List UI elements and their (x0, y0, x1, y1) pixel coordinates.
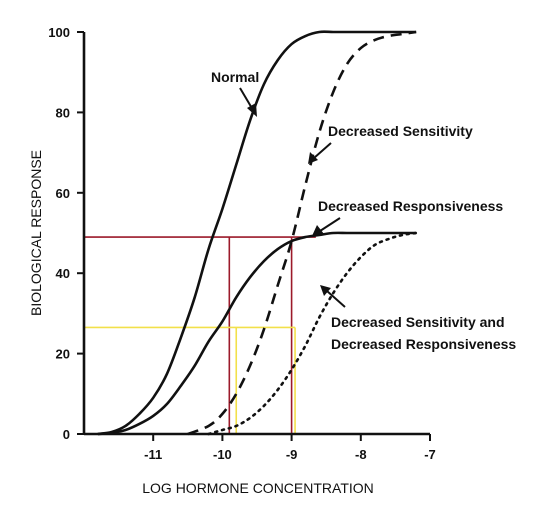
series-line-0 (97, 30, 417, 436)
x-axis-title: LOG HORMONE CONCENTRATION (142, 480, 374, 496)
series-layer (97, 30, 418, 436)
series-line-1 (187, 30, 417, 436)
annotation-normal-arrowhead (247, 103, 257, 117)
annotation-decreased-sensitivity: Decreased Sensitivity (328, 123, 473, 139)
y-tick-label-5: 100 (48, 25, 70, 40)
annotation-decreased-responsiveness-arrowhead (312, 225, 324, 236)
x-tick-label-4: -7 (424, 447, 436, 462)
x-tick-label-1: -10 (213, 447, 232, 462)
annotation-decreased-both-arrow (326, 290, 346, 308)
series-line-3 (207, 231, 418, 436)
y-tick-label-0: 0 (63, 427, 70, 442)
ticks: -11 -10 -9 -8 -7 0 20 40 60 80 100 (48, 25, 435, 462)
annotation-normal: Normal (211, 69, 259, 85)
axes (82, 32, 430, 436)
reference-lines (84, 236, 316, 434)
series-line-2 (97, 231, 417, 436)
annotation-decreased-both-arrowhead (320, 285, 331, 296)
x-tick-label-3: -8 (355, 447, 367, 462)
annotation-decreased-sensitivity-arrowhead (308, 152, 318, 164)
x-tick-label-0: -11 (144, 447, 162, 462)
y-axis-title: BIOLOGICAL RESPONSE (28, 150, 44, 316)
y-tick-label-1: 20 (56, 347, 70, 362)
annotation-decreased-sensitivity-arrow (313, 142, 332, 159)
annotation-decreased-responsiveness-arrow (319, 217, 341, 232)
annotation-decreased-both-line1: Decreased Sensitivity and (331, 314, 505, 330)
annotation-decreased-both-line2: Decreased Responsiveness (331, 336, 516, 352)
y-tick-label-3: 60 (56, 186, 70, 201)
y-tick-label-4: 80 (56, 105, 70, 120)
annotations: Normal Decreased Sensitivity Decreased R… (211, 69, 516, 352)
annotation-decreased-responsiveness: Decreased Responsiveness (318, 198, 503, 214)
y-tick-label-2: 40 (56, 266, 70, 281)
x-tick-label-2: -9 (286, 447, 298, 462)
